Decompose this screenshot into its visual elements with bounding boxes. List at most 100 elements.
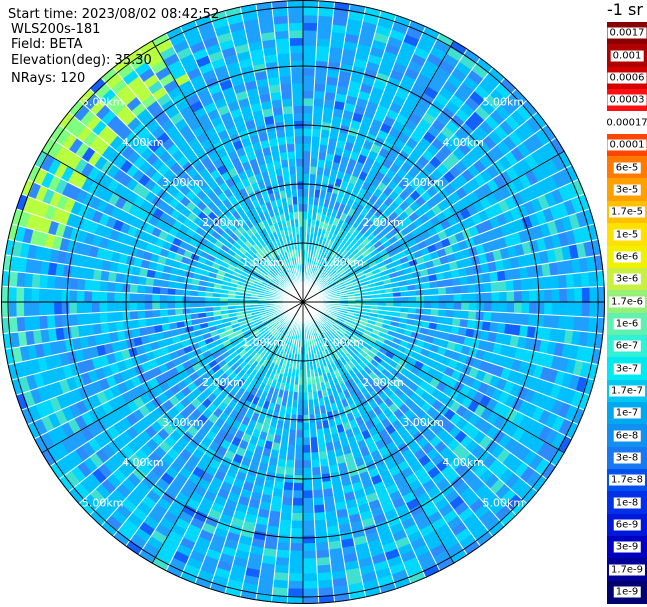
range-gate xyxy=(506,290,515,303)
range-gate xyxy=(290,527,304,537)
range-gate xyxy=(490,281,500,293)
colorbar-segment: 1e-6 xyxy=(607,312,647,336)
range-gate xyxy=(46,314,56,330)
range-gate xyxy=(315,45,331,55)
range-gate xyxy=(302,527,316,537)
range-gate xyxy=(302,128,313,137)
range-gate xyxy=(565,273,575,289)
range-gate xyxy=(566,301,576,317)
range-gate xyxy=(302,90,315,99)
colorbar-segment: 0.0017 xyxy=(607,22,647,45)
range-gate xyxy=(197,296,206,303)
range-gate xyxy=(280,90,293,100)
range-ring-label: 4.00km xyxy=(442,136,484,149)
range-gate xyxy=(294,135,304,144)
range-gate xyxy=(8,286,17,303)
range-ring-label: 5.00km xyxy=(483,96,525,109)
colorbar-tick-label: 1e-6 xyxy=(613,318,641,330)
range-gate xyxy=(296,414,304,424)
range-gate xyxy=(83,290,93,303)
range-gate xyxy=(284,466,295,476)
range-ring-label: 2.00km xyxy=(202,376,244,389)
range-ring-label: 3.00km xyxy=(162,176,204,189)
range-gate xyxy=(295,165,304,175)
range-gate xyxy=(273,22,290,32)
range-gate xyxy=(272,488,284,498)
range-gate xyxy=(314,75,327,85)
range-gate xyxy=(292,482,304,492)
range-gate xyxy=(566,287,576,303)
range-gate xyxy=(294,150,304,159)
range-gate xyxy=(290,75,304,84)
range-gate xyxy=(551,288,560,303)
colorbar-tick-label: 0.00017 xyxy=(604,117,647,129)
colorbar-tick-label: 1.7e-6 xyxy=(608,296,646,308)
range-ring-label: 3.00km xyxy=(402,416,444,429)
range-gate xyxy=(277,534,292,544)
range-gate xyxy=(53,275,63,290)
range-gate xyxy=(535,276,545,291)
range-gate xyxy=(322,106,334,116)
range-gate xyxy=(437,286,447,296)
range-gate xyxy=(461,293,470,303)
range-gate xyxy=(288,22,304,31)
range-gate xyxy=(16,316,26,333)
range-gate xyxy=(286,444,296,454)
range-gate xyxy=(129,292,138,303)
range-gate xyxy=(302,45,317,54)
range-gate xyxy=(287,158,297,168)
range-gate xyxy=(274,30,290,40)
range-gate xyxy=(291,90,304,99)
range-gate xyxy=(321,480,333,490)
range-gate xyxy=(287,580,304,590)
range-gate xyxy=(452,309,462,319)
range-gate xyxy=(314,68,328,77)
range-ring-label: 5.00km xyxy=(483,496,525,509)
range-gate xyxy=(282,105,294,115)
range-gate xyxy=(302,535,316,544)
range-gate xyxy=(285,459,295,469)
range-gate xyxy=(498,291,508,303)
range-ring-label: 4.00km xyxy=(122,136,164,149)
range-gate xyxy=(317,587,335,597)
range-gate xyxy=(482,282,492,293)
range-gate xyxy=(528,313,537,327)
start-time-label: Start time: 2023/08/02 08:42:52 xyxy=(8,7,220,22)
range-gate xyxy=(302,97,314,107)
range-gate xyxy=(489,271,499,283)
range-gate xyxy=(423,295,432,303)
range-gate xyxy=(536,289,545,303)
range-gate xyxy=(276,52,291,62)
range-gate xyxy=(483,291,493,303)
range-gate xyxy=(91,301,100,314)
range-gate xyxy=(312,113,323,123)
range-gate xyxy=(317,7,335,17)
range-gate xyxy=(115,272,125,284)
range-gate xyxy=(159,286,169,296)
range-gate xyxy=(302,407,310,416)
colorbar: 0.0017 0.001 0.0006 0.0003 0.00017 0.0001 6e-5… xyxy=(604,22,647,604)
range-gate xyxy=(468,301,477,312)
colorbar-tick-label: 0.0003 xyxy=(607,94,647,106)
range-ring-label: 2.00km xyxy=(362,376,404,389)
range-gate xyxy=(543,275,553,290)
range-gate xyxy=(290,67,304,77)
range-gate xyxy=(288,565,304,575)
range-gate xyxy=(38,274,48,289)
range-gate xyxy=(302,460,312,469)
range-gate xyxy=(313,83,327,93)
range-gate xyxy=(315,549,331,559)
range-gate xyxy=(159,294,168,303)
range-gate xyxy=(31,315,41,331)
range-gate xyxy=(292,490,304,499)
range-gate xyxy=(302,445,312,454)
range-gate xyxy=(408,295,417,303)
range-gate xyxy=(166,301,176,310)
range-gate xyxy=(302,414,310,424)
colorbar-tick-label: 0.001 xyxy=(610,50,644,62)
range-ring-label: 3.00km xyxy=(402,176,444,189)
range-gate xyxy=(310,451,320,461)
range-gate xyxy=(313,90,326,100)
colorbar-tick-label: 6e-5 xyxy=(613,162,641,174)
